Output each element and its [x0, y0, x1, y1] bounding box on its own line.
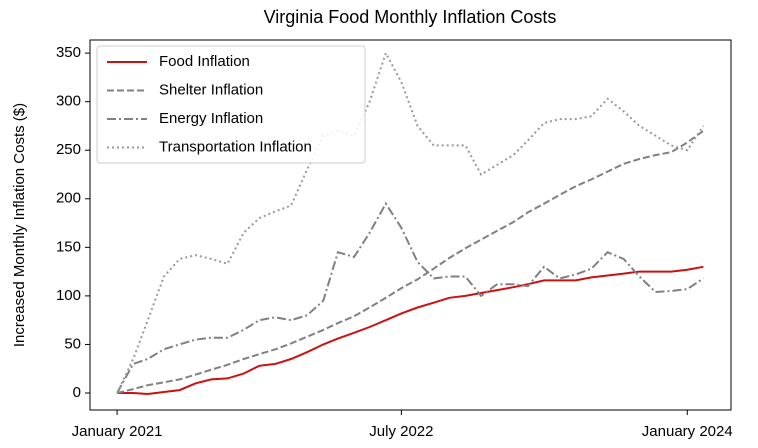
- series-line: [116, 201, 704, 394]
- legend-box: [96, 45, 366, 164]
- series-line: [116, 50, 705, 394]
- chart-title: Virginia Food Monthly Inflation Costs: [264, 7, 557, 27]
- axes-frame: [89, 39, 732, 411]
- legend-label: Transportation Inflation: [159, 138, 312, 155]
- x-tick-label: January 2024: [642, 423, 733, 440]
- y-tick-label: 0: [73, 384, 81, 401]
- y-tick-label: 200: [56, 190, 81, 207]
- x-tick-label: July 2022: [369, 423, 433, 440]
- legend-label: Energy Inflation: [159, 110, 263, 127]
- legend-label: Food Inflation: [159, 53, 250, 70]
- y-tick-label: 150: [56, 238, 81, 255]
- y-axis-label: Increased Monthly Inflation Costs ($): [11, 103, 28, 347]
- legend-label: Shelter Inflation: [159, 81, 263, 98]
- y-tick-label: 50: [64, 335, 81, 352]
- x-tick-label: January 2021: [72, 423, 163, 440]
- y-tick-label: 100: [56, 287, 81, 304]
- y-tick-label: 300: [56, 93, 81, 110]
- series-line: [117, 265, 704, 396]
- y-tick-label: 350: [56, 44, 81, 61]
- series-line: [116, 129, 704, 394]
- y-tick-label: 250: [56, 141, 81, 158]
